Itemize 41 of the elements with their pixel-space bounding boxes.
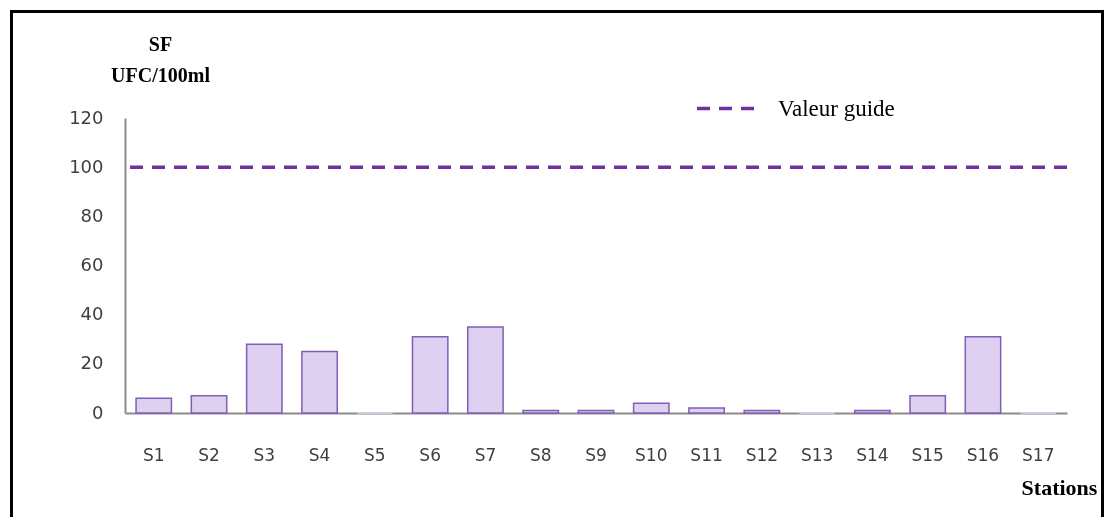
bar — [577, 409, 615, 414]
y-tick-label: 80 — [80, 204, 104, 226]
x-tick-label: S6 — [419, 444, 441, 465]
x-tick-label: S9 — [585, 444, 607, 465]
x-tick-label: S4 — [308, 444, 331, 465]
bar — [909, 395, 947, 414]
x-tick-label: S8 — [529, 444, 552, 465]
bar — [522, 409, 560, 414]
y-tick-label: 0 — [92, 401, 104, 423]
x-tick-label: S14 — [856, 444, 889, 465]
y-tick-label: 100 — [69, 155, 104, 177]
x-tick-label: S3 — [253, 444, 276, 465]
bar — [301, 350, 339, 414]
bar — [853, 409, 891, 414]
x-tick-label: S11 — [690, 444, 723, 465]
legend-label: Valeur guide — [777, 95, 895, 121]
y-tick-label: 60 — [80, 254, 104, 275]
x-tick-label: S1 — [142, 444, 165, 465]
y-tick-label: 40 — [80, 303, 104, 325]
x-tick-label: S7 — [474, 444, 497, 465]
bar — [743, 409, 781, 414]
y-tick-label: 120 — [69, 106, 104, 128]
bar — [135, 397, 173, 414]
bar — [245, 343, 283, 414]
y-tick-label: 20 — [80, 352, 104, 374]
x-tick-label: S12 — [745, 444, 779, 465]
bar — [190, 395, 228, 414]
x-tick-label: S2 — [198, 444, 220, 465]
bar — [964, 336, 1002, 414]
y-axis-title: SF UFC/100ml — [111, 32, 211, 86]
bar — [688, 407, 725, 414]
bar — [467, 326, 504, 414]
x-axis-title: Stations — [1021, 474, 1098, 500]
x-tick-label: S10 — [635, 444, 668, 465]
x-tick-label: S16 — [966, 444, 1000, 465]
x-tick-label: S17 — [1022, 444, 1055, 465]
x-tick-label: S15 — [911, 444, 944, 465]
bar — [632, 402, 670, 414]
bar — [411, 336, 449, 414]
x-tick-label: S13 — [800, 444, 834, 465]
x-tick-label: S5 — [364, 444, 386, 465]
